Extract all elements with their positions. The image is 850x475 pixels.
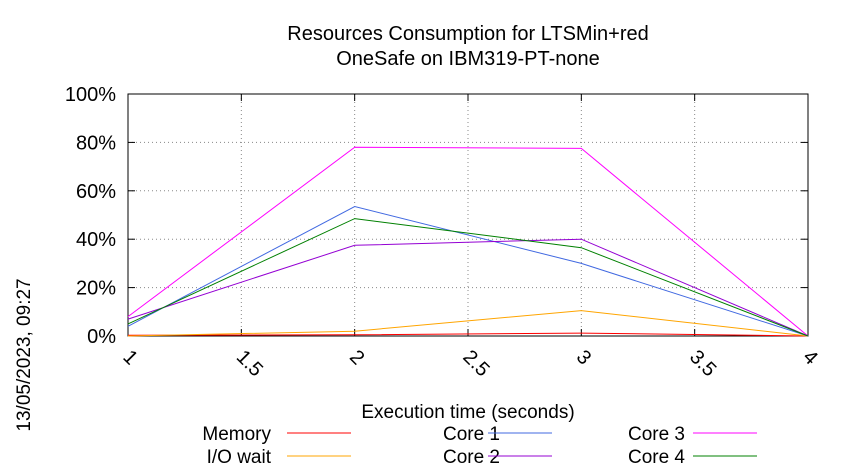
x-tick-label: 4 [798,346,821,369]
x-tick-label: 1 [118,346,141,369]
legend-label: Core 3 [628,424,685,445]
series-line-core-3 [127,146,809,337]
legend-label: I/O wait [207,447,272,468]
x-tick-label: 1.5 [232,346,267,381]
timestamp-label: 13/05/2023, 09:27 [14,278,35,431]
x-tick-labels: 1 1.5 2 2.5 3 3.5 4 [118,346,821,381]
y-tick-label: 80% [76,132,116,154]
series-line-i-o-wait [127,310,809,337]
x-axis-label: Execution time (seconds) [361,402,574,423]
y-tick-label: 60% [76,181,116,203]
series-line-core-1 [127,205,809,337]
x-tick-label: 3 [572,346,595,369]
y-tick-label: 0% [87,326,116,348]
series-line-memory [127,332,809,337]
series-line-core-4 [127,218,809,337]
series-line-core-2 [127,238,809,337]
y-tick-label: 20% [76,278,116,300]
grid [128,94,808,336]
legend-label: Core 1 [443,424,500,445]
x-tick-label: 2 [345,346,368,369]
legend-label: Core 2 [443,447,500,468]
x-tick-label: 3.5 [685,346,720,381]
y-tick-labels: 0% 20% 40% 60% 80% 100% [65,84,116,348]
y-tick-label: 100% [65,84,116,106]
series-lines [127,146,809,337]
legend-label: Memory [202,424,271,445]
x-tick-label: 2.5 [458,346,493,381]
chart-title-line2: OneSafe on IBM319-PT-none [336,48,600,70]
chart-title-line1: Resources Consumption for LTSMin+red [287,23,648,45]
legend-label: Core 4 [628,447,685,468]
y-tick-label: 40% [76,229,116,251]
